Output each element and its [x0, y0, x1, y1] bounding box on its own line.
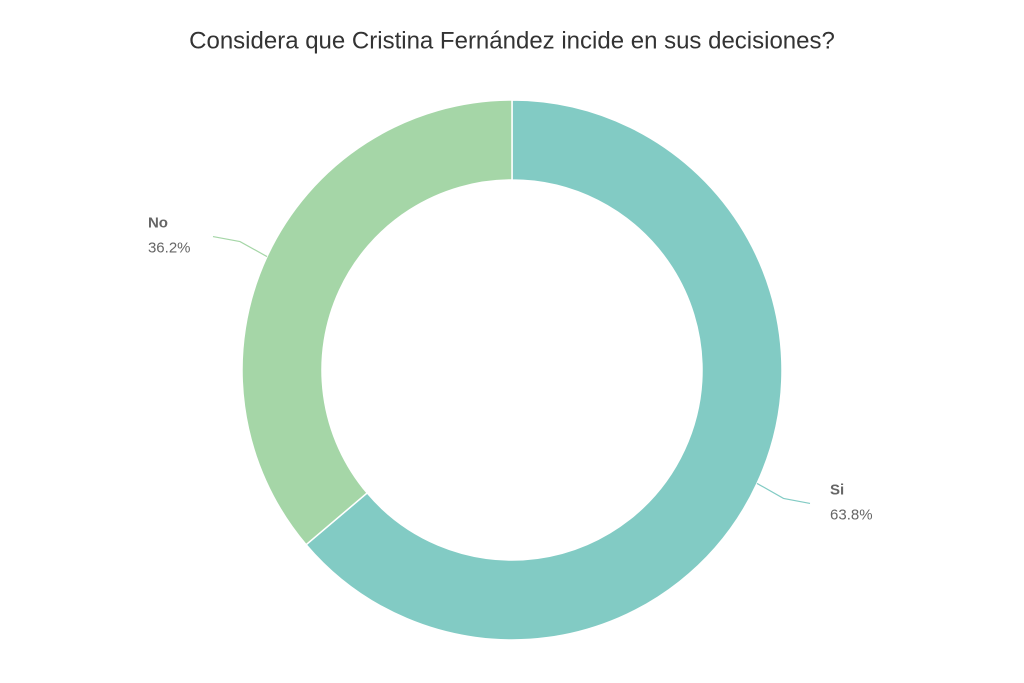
- slice-label: No: [148, 215, 168, 232]
- slice-value-label: 36.2%: [148, 240, 191, 257]
- chart-title: Considera que Cristina Fernández incide …: [189, 27, 835, 54]
- donut-slice: [305, 99, 783, 641]
- donut-slice: [241, 99, 513, 546]
- leader-line: [212, 235, 268, 258]
- leader-line: [756, 482, 811, 505]
- slice-label: Si: [830, 481, 844, 498]
- slice-value-label: 63.8%: [830, 506, 873, 523]
